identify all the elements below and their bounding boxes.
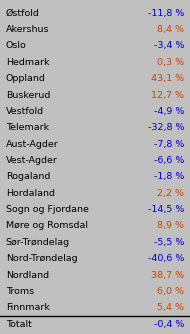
- Text: -1,8 %: -1,8 %: [154, 172, 184, 181]
- Text: 5,4 %: 5,4 %: [157, 303, 184, 312]
- Text: -3,4 %: -3,4 %: [154, 41, 184, 50]
- Text: Oslo: Oslo: [6, 41, 26, 50]
- Text: 38,7 %: 38,7 %: [151, 271, 184, 280]
- Text: 8,4 %: 8,4 %: [157, 25, 184, 34]
- Text: Hedmark: Hedmark: [6, 58, 49, 67]
- Text: Buskerud: Buskerud: [6, 91, 50, 100]
- Text: Rogaland: Rogaland: [6, 172, 50, 181]
- Text: Sør-Trøndelag: Sør-Trøndelag: [6, 238, 70, 247]
- Text: -7,8 %: -7,8 %: [154, 140, 184, 149]
- Text: Hordaland: Hordaland: [6, 189, 55, 198]
- Text: Troms: Troms: [6, 287, 34, 296]
- Text: Totalt: Totalt: [6, 320, 32, 329]
- Text: Vest-Agder: Vest-Agder: [6, 156, 58, 165]
- Text: -4,9 %: -4,9 %: [154, 107, 184, 116]
- Text: -32,8 %: -32,8 %: [148, 123, 184, 132]
- Text: -5,5 %: -5,5 %: [154, 238, 184, 247]
- Text: 8,9 %: 8,9 %: [157, 221, 184, 230]
- Text: -11,8 %: -11,8 %: [148, 9, 184, 18]
- Text: Finnmark: Finnmark: [6, 303, 50, 312]
- Text: -40,6 %: -40,6 %: [148, 254, 184, 263]
- Text: Telemark: Telemark: [6, 123, 49, 132]
- Text: Aust-Agder: Aust-Agder: [6, 140, 59, 149]
- Text: Østfold: Østfold: [6, 9, 40, 18]
- Text: Oppland: Oppland: [6, 74, 46, 83]
- Text: -6,6 %: -6,6 %: [154, 156, 184, 165]
- Text: 2,2 %: 2,2 %: [157, 189, 184, 198]
- Text: Vestfold: Vestfold: [6, 107, 44, 116]
- Text: Møre og Romsdal: Møre og Romsdal: [6, 221, 88, 230]
- Text: Nordland: Nordland: [6, 271, 49, 280]
- Text: -14,5 %: -14,5 %: [148, 205, 184, 214]
- Text: 6,0 %: 6,0 %: [157, 287, 184, 296]
- Text: Sogn og Fjordane: Sogn og Fjordane: [6, 205, 89, 214]
- Text: 0,3 %: 0,3 %: [157, 58, 184, 67]
- Text: 12,7 %: 12,7 %: [151, 91, 184, 100]
- Text: -0,4 %: -0,4 %: [154, 320, 184, 329]
- Text: Akershus: Akershus: [6, 25, 49, 34]
- Text: 43,1 %: 43,1 %: [151, 74, 184, 83]
- Text: Nord-Trøndelag: Nord-Trøndelag: [6, 254, 77, 263]
